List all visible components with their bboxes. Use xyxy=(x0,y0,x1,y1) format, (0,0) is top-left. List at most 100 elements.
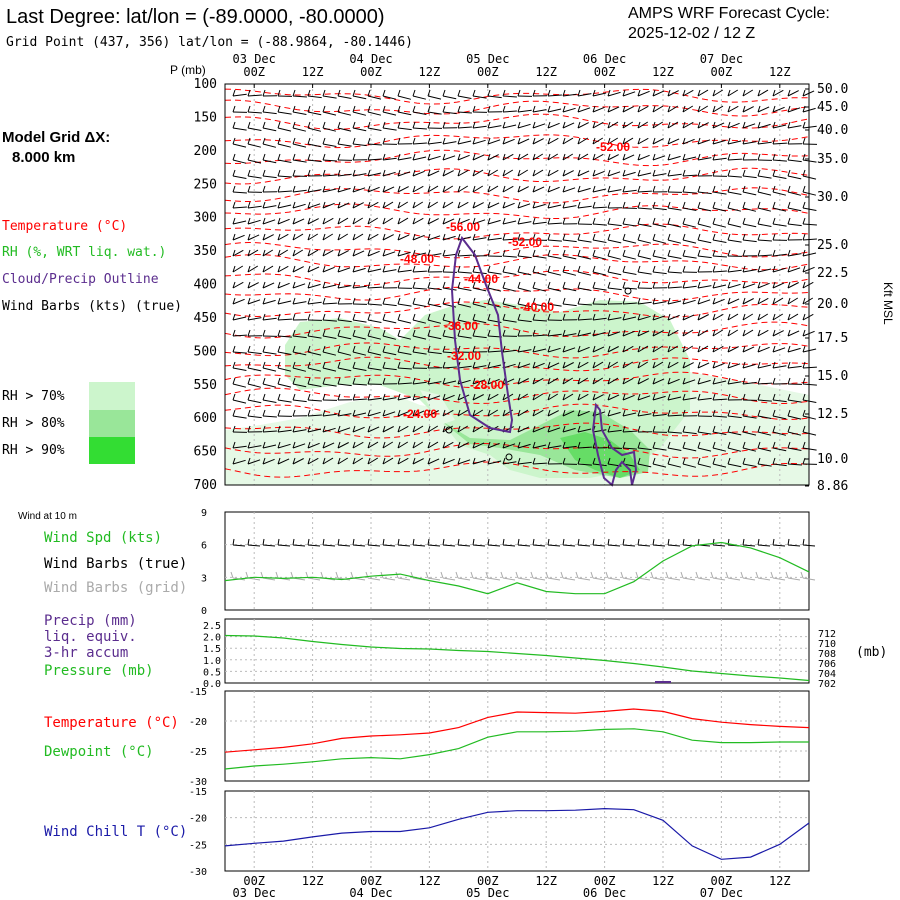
wind-barb-flag xyxy=(232,89,236,97)
wind-barb xyxy=(802,223,817,226)
wind-barb-flag xyxy=(697,217,701,225)
wind-barb xyxy=(757,175,772,179)
wind-barb-flag xyxy=(667,329,671,337)
wind-barb-flag xyxy=(682,297,686,305)
wind-barb-flag xyxy=(457,217,461,225)
wind-barb-flag xyxy=(382,313,386,321)
wind-barb-flag xyxy=(412,185,416,193)
wind-barb-flag xyxy=(757,393,761,401)
wind-barb-flag xyxy=(607,409,611,417)
wind-barb xyxy=(487,125,502,129)
wind-barb-flag xyxy=(727,329,731,337)
wind-barb-flag xyxy=(607,457,611,465)
wind-barb xyxy=(367,95,382,100)
wind-barb xyxy=(562,255,577,260)
wind-barb xyxy=(547,303,562,307)
wind-barb-flag xyxy=(547,233,551,241)
wind-barb xyxy=(457,303,472,308)
wind-barb xyxy=(772,223,787,227)
wind-barb-flag xyxy=(697,329,701,337)
wind-barb xyxy=(337,250,349,257)
wind-barb xyxy=(487,95,502,99)
wind-barb-flag xyxy=(412,377,416,385)
wind-barb xyxy=(517,186,529,193)
wind-barb-flag xyxy=(352,265,356,273)
wind-barb xyxy=(682,379,696,385)
wind-barb xyxy=(277,443,291,449)
wind-barb-flag xyxy=(487,89,491,97)
wind-barb-flag xyxy=(667,265,671,273)
wind-barb xyxy=(562,410,575,417)
wind-barb-flag xyxy=(367,153,371,161)
date-label: 07 Dec xyxy=(700,52,743,66)
wind-barb xyxy=(757,431,772,436)
wind-barb-flag xyxy=(442,217,446,225)
wind-barb-flag xyxy=(577,249,581,257)
wind-barb-flag xyxy=(487,153,491,161)
wind-barb-flag xyxy=(397,281,401,289)
wind-barb-flag xyxy=(427,313,431,321)
date-label: 04 Dec xyxy=(349,52,392,66)
wind-barb xyxy=(772,253,787,257)
wind-barb xyxy=(277,383,292,388)
tick-label: 0 xyxy=(201,606,207,617)
kft-tick-label: 8.86 xyxy=(817,479,848,494)
wind-barb-flag xyxy=(412,281,416,289)
time-tick-label: 00Z xyxy=(360,65,382,79)
wind-barb-flag xyxy=(742,89,746,97)
wind-barb-flag xyxy=(592,297,596,305)
rh80-label: RH > 80% xyxy=(2,416,65,431)
wind-barb xyxy=(532,186,545,193)
wind-barb xyxy=(742,175,757,179)
wind-barb-flag xyxy=(457,441,461,449)
wind-barb-flag xyxy=(652,441,656,449)
wind-barb xyxy=(652,138,664,145)
wind-barb-flag xyxy=(727,345,731,353)
wind-barb xyxy=(262,175,277,179)
wind-barb-flag xyxy=(742,121,746,129)
wind-barb xyxy=(247,544,261,547)
wind-barb xyxy=(577,187,591,193)
wind-barb xyxy=(352,127,367,132)
wind-barb xyxy=(427,319,442,324)
wind-barb xyxy=(457,425,469,433)
wind-barb-flag xyxy=(592,217,596,225)
wind-barb xyxy=(352,544,366,547)
wind-barb-flag xyxy=(802,329,806,337)
wind-barb xyxy=(772,399,787,403)
wind-barb xyxy=(382,351,397,356)
precip-tick-label: 1.5 xyxy=(203,644,221,655)
wind-barb-flag xyxy=(307,409,311,417)
wind-barb xyxy=(322,127,337,132)
wind-barb-flag xyxy=(457,201,461,209)
wind-barb-flag xyxy=(667,233,671,241)
wind-barb-flag xyxy=(727,441,731,449)
model-grid-label: Model Grid ΔX: xyxy=(2,129,110,146)
wind-barb xyxy=(652,447,667,451)
wind-barb xyxy=(787,463,802,466)
wind-barb xyxy=(787,159,802,163)
wind-barb xyxy=(322,302,337,305)
wind-barb xyxy=(772,207,787,212)
wind-barb xyxy=(262,249,274,257)
wind-barb xyxy=(697,379,711,385)
wind-barb-flag xyxy=(532,217,536,225)
wind-barb xyxy=(442,201,454,209)
wind-barb xyxy=(697,463,712,468)
wind-barb xyxy=(487,378,500,385)
wind-barb-flag xyxy=(442,153,446,161)
grid-wind-barb-flag xyxy=(575,571,579,579)
wind-barb xyxy=(472,125,487,129)
windchill-label: Wind Chill T (°C) xyxy=(44,824,187,840)
wind-barb-flag xyxy=(727,393,731,401)
wind-barb-flag xyxy=(607,425,611,433)
wind-barb xyxy=(802,238,817,241)
temperature-isotherm xyxy=(224,342,810,359)
wind-barb xyxy=(772,159,787,162)
wind-barb xyxy=(592,317,607,321)
wind-barb xyxy=(487,202,500,209)
cycle-title: AMPS WRF Forecast Cycle: xyxy=(628,5,830,22)
wind-barb xyxy=(622,412,637,417)
wind-barb xyxy=(247,175,262,179)
temperature-contour-labels: -52.00 -56.00 -52.00 -48.00 -44.00 -40.0… xyxy=(400,140,630,421)
